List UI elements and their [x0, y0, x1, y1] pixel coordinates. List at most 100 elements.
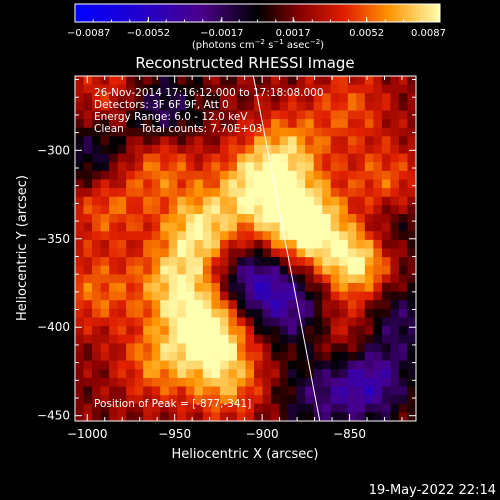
- heatmap-cell: [381, 274, 392, 284]
- heatmap-cell: [398, 291, 409, 301]
- heatmap-cell: [117, 308, 127, 319]
- heatmap-cell: [211, 300, 221, 310]
- heatmap-cell: [92, 205, 102, 215]
- heatmap-cell: [407, 274, 416, 284]
- heatmap-cell: [177, 334, 187, 344]
- heatmap-cell: [407, 239, 416, 250]
- heatmap-cell: [143, 377, 153, 388]
- heatmap-cell: [160, 377, 170, 388]
- heatmap-cell: [381, 317, 392, 327]
- heatmap-cell: [202, 188, 213, 198]
- heatmap-cell: [330, 334, 340, 344]
- heatmap-cell: [330, 300, 340, 310]
- heatmap-cell: [407, 205, 416, 215]
- heatmap-cell: [398, 179, 409, 189]
- heatmap-cell: [202, 119, 213, 129]
- heatmap-cell: [398, 386, 409, 396]
- heatmap-cell: [373, 170, 383, 181]
- heatmap-cell: [398, 231, 409, 241]
- heatmap-cell: [92, 360, 102, 370]
- heatmap-cell: [75, 265, 85, 275]
- heatmap-cell: [151, 179, 161, 189]
- heatmap-cell: [364, 76, 374, 86]
- heatmap-cell: [279, 101, 289, 112]
- heatmap-cell: [262, 360, 272, 370]
- heatmap-cell: [262, 239, 272, 250]
- heatmap-cell: [245, 343, 255, 353]
- heatmap-cell: [100, 283, 110, 293]
- heatmap-cell: [126, 291, 136, 301]
- heatmap-cell: [390, 239, 400, 250]
- heatmap-cell: [254, 196, 264, 206]
- heatmap-cell: [151, 326, 161, 336]
- heatmap-cell: [185, 377, 195, 388]
- heatmap-cell: [407, 395, 416, 405]
- heatmap-cell: [356, 196, 366, 206]
- heatmap-cell: [151, 257, 161, 267]
- heatmap-cell: [177, 145, 187, 155]
- heatmap-cell: [322, 162, 332, 172]
- heatmap-cell: [330, 274, 340, 284]
- heatmap-cell: [134, 231, 144, 241]
- heatmap-cell: [177, 412, 187, 421]
- heatmap-cell: [356, 412, 366, 421]
- heatmap-cell: [75, 188, 85, 198]
- heatmap-cell: [279, 334, 289, 344]
- heatmap-cell: [185, 317, 195, 327]
- heatmap-cell: [322, 119, 332, 129]
- heatmap-cell: [390, 205, 400, 215]
- heatmap-cell: [202, 101, 213, 112]
- heatmap-cell: [305, 369, 315, 379]
- colorbar-unit-label: (photons cm−2 s−1 asec−2): [192, 38, 324, 51]
- heatmap-cell: [313, 326, 323, 336]
- heatmap-cell: [202, 110, 213, 120]
- heatmap-cell: [364, 222, 374, 232]
- heatmap-cell: [347, 196, 357, 206]
- heatmap-cell: [356, 283, 366, 293]
- heatmap-cell: [126, 84, 136, 94]
- heatmap-cell: [330, 93, 340, 103]
- heatmap-cell: [313, 188, 323, 198]
- heatmap-cell: [134, 274, 144, 284]
- heatmap-cell: [75, 274, 85, 284]
- heatmap-cell: [313, 300, 323, 310]
- heatmap-cell: [228, 343, 238, 353]
- heatmap-cell: [330, 369, 340, 379]
- heatmap-cell: [236, 300, 247, 310]
- heatmap-cell: [117, 403, 127, 413]
- heatmap-cell: [151, 170, 161, 181]
- heatmap-cell: [194, 300, 204, 310]
- heatmap-cell: [151, 300, 161, 310]
- heatmap-cell: [288, 127, 298, 137]
- heatmap-cell: [322, 403, 332, 413]
- heatmap-cell: [305, 179, 315, 189]
- heatmap-cell: [339, 412, 349, 421]
- heatmap-cell: [296, 265, 306, 275]
- heatmap-cell: [390, 222, 400, 232]
- heatmap-cell: [219, 239, 230, 250]
- heatmap-cell: [262, 162, 272, 172]
- heatmap-cell: [109, 127, 119, 137]
- heatmap-cell: [219, 369, 230, 379]
- heatmap-cell: [305, 93, 315, 103]
- heatmap-cell: [117, 188, 127, 198]
- heatmap-cell: [185, 127, 195, 137]
- heatmap-cell: [262, 179, 272, 189]
- heatmap-cell: [160, 136, 170, 146]
- heatmap-cell: [211, 214, 221, 224]
- heatmap-cell: [168, 188, 178, 198]
- heatmap-cell: [219, 179, 230, 189]
- heatmap-cell: [364, 377, 374, 388]
- heatmap-cell: [168, 352, 178, 362]
- heatmap-cell: [160, 205, 170, 215]
- heatmap-cell: [134, 317, 144, 327]
- heatmap-cell: [185, 360, 195, 370]
- heatmap-cell: [194, 317, 204, 327]
- heatmap-cell: [364, 360, 374, 370]
- heatmap-cell: [185, 196, 195, 206]
- heatmap-cell: [83, 291, 93, 301]
- heatmap-cell: [390, 403, 400, 413]
- heatmap-cell: [236, 343, 247, 353]
- heatmap-cell: [92, 308, 102, 319]
- heatmap-cell: [254, 162, 264, 172]
